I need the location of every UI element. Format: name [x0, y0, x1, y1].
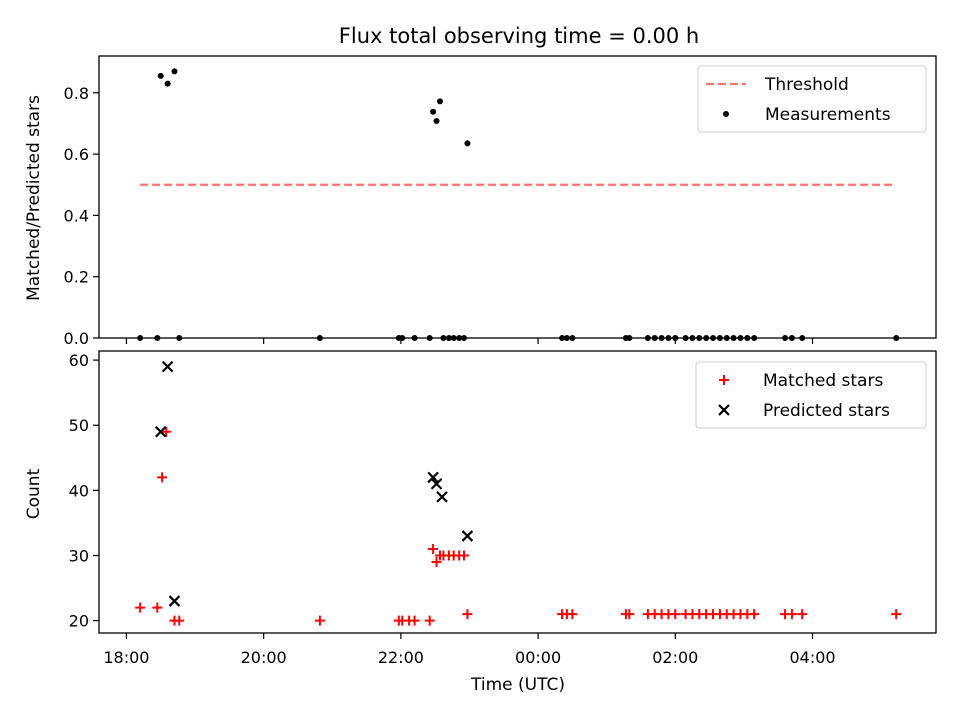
bottom-x-tick-label: 02:00	[652, 648, 698, 667]
top-legend-label: Threshold	[764, 75, 849, 95]
matched-star-marker	[891, 609, 902, 620]
bottom-x-tick-label: 18:00	[103, 648, 149, 667]
top-y-tick-label: 0.0	[64, 329, 89, 348]
measurement-point	[433, 117, 440, 124]
measurement-point	[157, 72, 164, 79]
top-legend-label: Measurements	[765, 105, 891, 125]
predicted-star-marker	[461, 530, 474, 542]
top-legend-box	[697, 65, 927, 133]
bottom-x-tick-label: 04:00	[789, 648, 835, 667]
matched-star-marker	[157, 472, 168, 483]
matched-star-marker	[749, 609, 760, 620]
matched-star-marker	[152, 602, 163, 613]
top-chart-y-axis-label: Matched/Predicted stars	[24, 95, 44, 301]
measurement-point	[164, 80, 171, 87]
top-chart-plot: 0.0 0.2 0.4 0.6 0.8 Threshold Measurements	[64, 55, 937, 348]
bottom-y-tick-label: 60	[69, 351, 89, 370]
top-y-tick-label: 0.8	[64, 84, 89, 103]
bottom-x-tick-label: 22:00	[378, 648, 424, 667]
predicted-star-marker	[436, 491, 448, 503]
matched-star-marker	[424, 615, 435, 626]
measurement-point	[430, 108, 437, 115]
matched-star-marker	[624, 609, 635, 620]
bottom-chart-x-axis-label: Time (UTC)	[470, 675, 565, 695]
bottom-y-tick-label: 30	[69, 546, 89, 565]
matched-star-marker	[670, 609, 681, 620]
bottom-y-tick-label: 50	[69, 416, 89, 435]
matched-star-marker	[161, 426, 172, 437]
measurement-point	[171, 68, 178, 75]
predicted-star-marker	[154, 425, 167, 438]
bottom-legend: Matched stars Predicted stars	[695, 361, 927, 429]
matched-star-marker	[409, 615, 420, 626]
predicted-star-marker	[427, 471, 439, 484]
top-y-tick-label: 0.4	[64, 206, 89, 225]
top-legend: Threshold Measurements	[697, 65, 927, 133]
matched-star-marker	[428, 543, 439, 554]
matched-star-marker	[314, 615, 325, 626]
legend-measurement-swatch	[723, 111, 729, 117]
bottom-axes-frame	[98, 350, 937, 634]
predicted-star-marker	[430, 478, 443, 490]
bottom-x-tick-label: 20:00	[241, 648, 287, 667]
bottom-chart-y-axis-label: Count	[24, 468, 44, 519]
matched-star-marker	[462, 609, 473, 620]
matched-star-marker	[567, 609, 578, 620]
bottom-chart-plot: 20 30 40 50 60 18:00 20:00 22:00 00:00 02:00 04:00…	[69, 350, 937, 667]
bottom-y-tick-label: 20	[69, 612, 89, 631]
matched-star-marker	[797, 609, 808, 620]
matched-star-marker	[135, 602, 146, 613]
predicted-star-marker	[161, 360, 174, 373]
bottom-legend-label: Predicted stars	[763, 401, 890, 421]
top-chart-title: Flux total observing time = 0.00 h	[339, 24, 699, 48]
measurement-point	[436, 98, 443, 105]
top-y-tick-label: 0.2	[64, 268, 89, 287]
matched-star-marker	[431, 557, 442, 568]
measurement-point	[464, 140, 471, 147]
matched-star-marker	[786, 609, 797, 620]
matched-star-marker	[458, 550, 469, 561]
predicted-star-marker	[168, 595, 181, 607]
legend-predicted-swatch	[718, 404, 730, 416]
top-y-tick-label: 0.6	[64, 145, 89, 164]
legend-matched-swatch	[719, 375, 729, 385]
top-axes-frame	[98, 55, 937, 339]
bottom-x-tick-label: 00:00	[515, 648, 561, 667]
matched-star-marker	[174, 615, 185, 626]
bottom-legend-box	[695, 361, 927, 429]
bottom-y-tick-label: 40	[69, 481, 89, 500]
bottom-legend-label: Matched stars	[763, 371, 883, 391]
